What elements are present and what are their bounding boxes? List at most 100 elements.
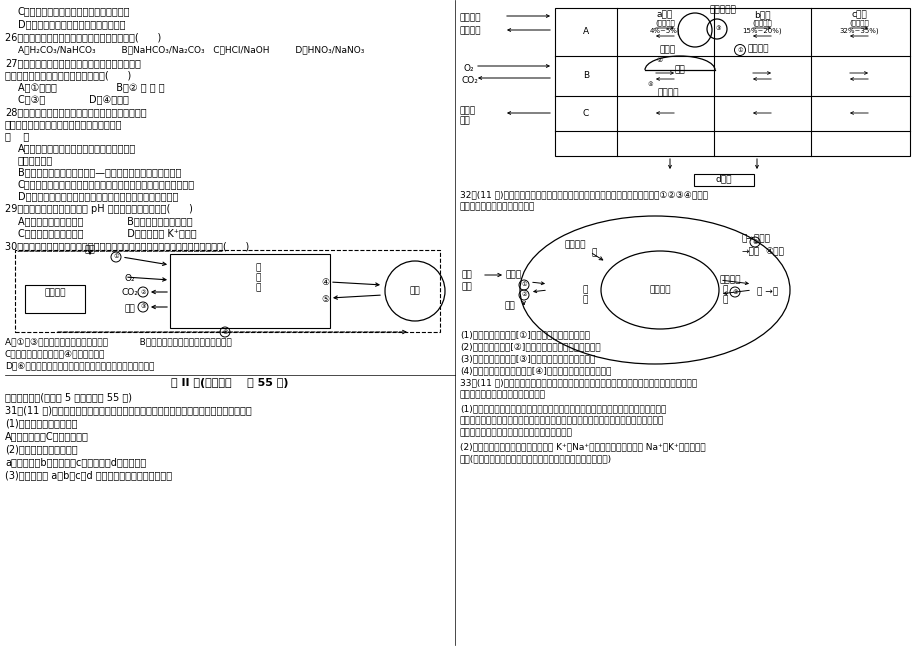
Text: 模型(在图中用箭头表示，不考虑红细胞、毛细血管等特殊细胞): 模型(在图中用箭头表示，不考虑红细胞、毛细血管等特殊细胞) [460,454,611,463]
Text: 肾 →尿: 肾 →尿 [756,287,777,296]
Text: CO₂: CO₂ [461,76,479,85]
Text: 二、非选择题(本题共 5 个小题，共 55 分): 二、非选择题(本题共 5 个小题，共 55 分) [5,392,131,402]
Text: O₂: O₂ [125,274,135,283]
Text: CO₂: CO₂ [122,288,139,297]
Text: →皮肤: →皮肤 [742,247,759,256]
Text: (占体重的: (占体重的 [848,19,868,25]
Text: 境: 境 [255,283,260,292]
Text: ④: ④ [647,82,652,87]
Text: A．血浆中的水分减少了              B．血浆中的乳酸增多了: A．血浆中的水分减少了 B．血浆中的乳酸增多了 [18,216,192,226]
Text: B．炎热环境中动物通过神经—体液调节实现体温的相对恒定: B．炎热环境中动物通过神经—体液调节实现体温的相对恒定 [18,167,181,177]
Text: 环: 环 [255,273,260,282]
Text: D．机体中的免疫系统对维持内环境平衡和稳定具有重要作用: D．机体中的免疫系统对维持内环境平衡和稳定具有重要作用 [18,191,178,201]
Text: ④: ④ [321,278,329,287]
Text: ①: ① [113,255,119,259]
Text: (占体重的: (占体重的 [654,19,675,25]
Text: (3)用简式表明 a、b、c、d 之间的关系：＿＿＿＿＿＿．: (3)用简式表明 a、b、c、d 之间的关系：＿＿＿＿＿＿． [5,470,172,480]
Text: 29．人体剧烈运动后，血浆的 pH 会略微下降，这是因为(      ): 29．人体剧烈运动后，血浆的 pH 会略微下降，这是因为( ) [5,204,193,214]
Text: 32．(11 分)如下图所示人体对水的摄入、吸收、分泌和排出的途径，请将图中①②③④所代表: 32．(11 分)如下图所示人体对水的摄入、吸收、分泌和排出的途径，请将图中①②… [460,190,708,199]
Text: 毛细血管: 毛细血管 [656,88,678,97]
Text: 15%~20%): 15%~20%) [742,27,781,34]
Text: 外界环境: 外界环境 [44,289,65,298]
Text: 毛细淋巴管: 毛细淋巴管 [709,5,736,14]
Bar [693,174,754,186]
Text: 细: 细 [582,285,587,294]
Text: ⑥: ⑥ [222,330,228,335]
Text: D．人到高原地区后细胞代谢会发生紊乱: D．人到高原地区后细胞代谢会发生紊乱 [18,19,125,29]
Text: 废物: 废物 [125,304,136,313]
Text: 第 II 卷(非选择题    共 55 分): 第 II 卷(非选择题 共 55 分) [171,378,289,388]
Text: 食物: 食物 [85,245,96,254]
Text: 26．下列各项中，是血液中的一对缓冲物质的是(      ): 26．下列各项中，是血液中的一对缓冲物质的是( ) [5,32,161,42]
Text: C．人体稳态不会随外界环境的变化而改变: C．人体稳态不会随外界环境的变化而改变 [18,6,130,16]
Text: a液体: a液体 [656,10,673,19]
Text: 尿素等: 尿素等 [460,106,476,115]
Text: 细胞内液: 细胞内液 [649,285,670,294]
Text: (2)内环境中的水以[②]＿＿＿＿＿＿形式进入消化道。: (2)内环境中的水以[②]＿＿＿＿＿＿形式进入消化道。 [460,342,600,351]
Text: b液体: b液体 [753,10,769,19]
Text: ②: ② [521,292,527,298]
Text: 4%~5%): 4%~5%) [649,27,679,34]
Text: 30．下图为高等动物的体内细胞与外界环境的物质交换示意图，下列叙述正确的是(      ): 30．下图为高等动物的体内细胞与外界环境的物质交换示意图，下列叙述正确的是( ) [5,241,249,251]
Text: (3)肾小管内的水通过[③]＿＿＿＿作用进入内环境。: (3)肾小管内的水通过[③]＿＿＿＿作用进入内环境。 [460,354,595,363]
Text: A．H₂CO₃/NaHCO₃         B．NaHCO₃/Na₂CO₃   C．HCl/NaOH         D．HNO₃/NaNO₃: A．H₂CO₃/NaHCO₃ B．NaHCO₃/Na₂CO₃ C．HCl/NaO… [18,45,364,54]
Text: 胃肠道: 胃肠道 [505,270,522,279]
Text: ①: ① [736,47,742,53]
Text: c液体: c液体 [850,10,866,19]
Text: 内: 内 [255,263,260,272]
Text: (1)脑部神经元的直接生活环境是＿＿＿＿，脑部遭受相关部位的内环境中化学组成和: (1)脑部神经元的直接生活环境是＿＿＿＿，脑部遭受相关部位的内环境中化学组成和 [460,404,665,413]
Text: C．③水              D．④红细胞: C．③水 D．④红细胞 [18,94,129,104]
Text: ③: ③ [732,289,737,294]
Text: （    ）: （ ） [5,131,29,141]
Text: B: B [583,72,588,81]
Text: ③: ③ [140,304,145,309]
Text: 物质氧化: 物质氧化 [564,240,586,249]
Text: 27．血浆、组织液、淋巴三者关系如图所示，指出: 27．血浆、组织液、淋巴三者关系如图所示，指出 [5,58,141,68]
Text: 液: 液 [721,285,727,294]
Text: (4)内环境中的水通过皮肤的[④]＿＿＿＿＿＿＿排出体外。: (4)内环境中的水通过皮肤的[④]＿＿＿＿＿＿＿排出体外。 [460,366,611,375]
Text: A．①白细胞                   B．② 组 织 液: A．①白细胞 B．② 组 织 液 [18,82,165,92]
Text: ＿＿＿等理化性质发生改变，从而导致神经元代谢＿＿＿，最终导致细胞坏死，此由可: ＿＿＿等理化性质发生改变，从而导致神经元代谢＿＿＿，最终导致细胞坏死，此由可 [460,416,664,425]
Bar [554,8,909,156]
Text: 营养物质: 营养物质 [460,13,481,22]
Text: ②: ② [656,57,663,63]
Text: 知＿＿＿是机体进行正常生命活动的必要条件．: 知＿＿＿是机体进行正常生命活动的必要条件． [460,428,573,437]
Text: 血液: 血液 [674,65,685,74]
Text: 的具体内容填在相应的横线上．: 的具体内容填在相应的横线上． [460,202,535,211]
Text: 外: 外 [721,295,727,304]
Text: 水: 水 [591,248,596,257]
Text: D．⑥可表述为：体内细胞可与外界环境直接地进行物质交换: D．⑥可表述为：体内细胞可与外界环境直接地进行物质交换 [5,361,154,370]
Text: ①: ① [521,283,527,287]
Text: ③: ③ [714,25,720,31]
Text: (2)写出下列液体的名称：: (2)写出下列液体的名称： [5,444,77,454]
Text: 28．人和高等动物的机体需进行多项生理调节活动，: 28．人和高等动物的机体需进行多项生理调节活动， [5,107,146,117]
Text: 重要组成部分: 重要组成部分 [18,155,53,165]
Text: ⑤: ⑤ [321,295,329,304]
Text: 该图中哪一个箭头表示的物质是错误的(      ): 该图中哪一个箭头表示的物质是错误的( ) [5,70,131,80]
Text: 过滤作用: 过滤作用 [720,275,741,284]
Text: 粪便: 粪便 [505,301,516,310]
Text: (占体重的: (占体重的 [752,19,771,25]
Text: 括脑梗死在内的脑疾病提供了可能．: 括脑梗死在内的脑疾病提供了可能． [460,390,545,399]
Text: 31．(11 分)下图为高等动物体内细胞与外界环境进行物质交换的过程。请回答下列问题：: 31．(11 分)下图为高等动物体内细胞与外界环境进行物质交换的过程。请回答下列… [5,405,252,415]
Text: ④排出: ④排出 [765,247,783,256]
Text: 32%~35%): 32%~35%) [838,27,878,34]
Text: ④: ④ [752,239,757,244]
Text: C: C [583,109,588,118]
Text: 维持生命活动的稳态，下列有关说法正确的是: 维持生命活动的稳态，下列有关说法正确的是 [5,119,122,129]
Bar [15,250,439,332]
Text: 33．(11 分)英国老年研究中心的研究人员发现，脑梗死病人脑中有新生神经存在，这为治疗包: 33．(11 分)英国老年研究中心的研究人员发现，脑梗死病人脑中有新生神经存在，… [460,378,697,387]
Text: 食物残渣: 食物残渣 [460,26,481,35]
Text: 细胞: 细胞 [409,287,420,296]
Text: 组织细胞: 组织细胞 [747,44,768,53]
Text: d液体: d液体 [715,174,732,183]
Text: 废物: 废物 [460,116,471,125]
Text: O₂: O₂ [463,64,474,73]
Text: ②: ② [140,289,145,294]
Text: (1)写出下列结构的名称：: (1)写出下列结构的名称： [5,418,77,428]
Bar [170,254,330,328]
Text: A＿＿＿＿＿；C＿＿＿＿＿．: A＿＿＿＿＿；C＿＿＿＿＿． [5,431,89,441]
Text: (1)胃肠道中的水通过[①]＿＿＿＿＿进入内环境。: (1)胃肠道中的水通过[①]＿＿＿＿＿进入内环境。 [460,330,589,339]
Text: a＿＿＿＿；b＿＿＿＿；c＿＿＿＿；d＿＿＿＿．: a＿＿＿＿；b＿＿＿＿；c＿＿＿＿；d＿＿＿＿． [5,457,146,467]
Text: 饮料: 饮料 [461,270,472,279]
